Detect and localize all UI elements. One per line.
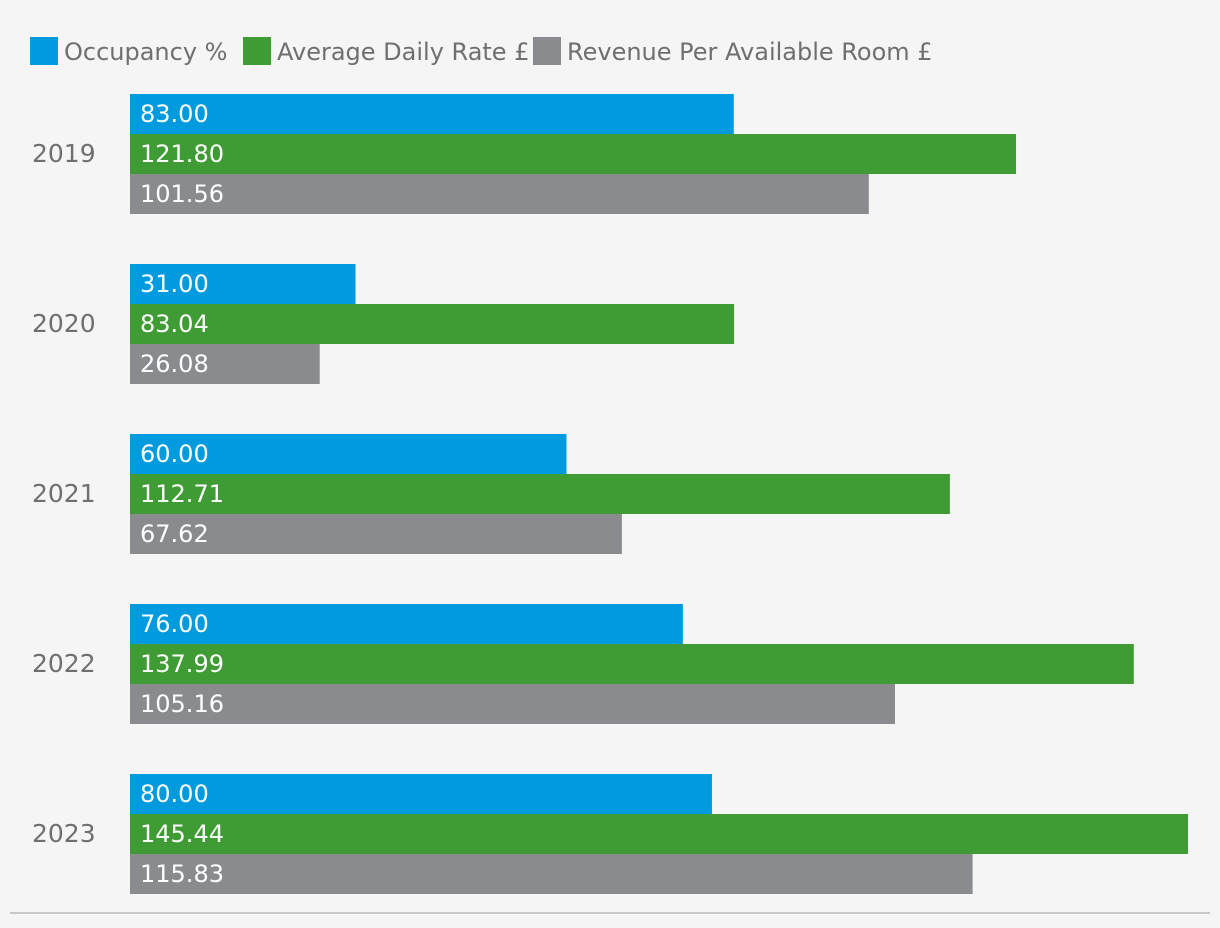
- category-label-2021: 2021: [32, 479, 96, 508]
- bar-average-daily-rate-2019: [130, 134, 1017, 174]
- value-label-revenue-per-available-room-2019: 101.56: [140, 180, 224, 208]
- plot-area: 2019 83.00 121.80 101.56 2020 31.00 83.04 26.08…: [32, 94, 1188, 894]
- value-label-average-daily-rate-2022: 137.99: [140, 650, 224, 678]
- value-label-revenue-per-available-room-2020: 26.08: [140, 350, 209, 378]
- bar-revenue-per-available-room-2020: [130, 344, 320, 384]
- bar-average-daily-rate-2022: [130, 644, 1134, 684]
- legend: Occupancy % Average Daily Rate £ Revenue P…: [30, 37, 933, 66]
- value-label-occupancy-2020: 31.00: [140, 270, 209, 298]
- bar-occupancy-2021: [130, 434, 567, 474]
- legend-swatch-occupancy: [30, 37, 58, 65]
- category-label-2019: 2019: [32, 139, 96, 168]
- legend-swatch-revenue-per-available-room: [533, 37, 561, 65]
- value-label-revenue-per-available-room-2022: 105.16: [140, 690, 224, 718]
- bar-occupancy-2020: [130, 264, 356, 304]
- value-label-average-daily-rate-2023: 145.44: [140, 820, 224, 848]
- category-label-2020: 2020: [32, 309, 96, 338]
- value-label-revenue-per-available-room-2023: 115.83: [140, 860, 224, 888]
- legend-label-average-daily-rate: Average Daily Rate £: [277, 38, 529, 66]
- category-label-2022: 2022: [32, 649, 96, 678]
- bar-revenue-per-available-room-2023: [130, 854, 973, 894]
- value-label-occupancy-2021: 60.00: [140, 440, 209, 468]
- value-label-revenue-per-available-room-2021: 67.62: [140, 520, 209, 548]
- bar-occupancy-2019: [130, 94, 734, 134]
- bar-occupancy-2023: [130, 774, 712, 814]
- category-label-2023: 2023: [32, 819, 96, 848]
- legend-swatch-average-daily-rate: [243, 37, 271, 65]
- bar-occupancy-2022: [130, 604, 683, 644]
- value-label-average-daily-rate-2021: 112.71: [140, 480, 224, 508]
- value-label-occupancy-2023: 80.00: [140, 780, 209, 808]
- legend-label-occupancy: Occupancy %: [64, 38, 227, 66]
- bar-average-daily-rate-2021: [130, 474, 950, 514]
- bar-revenue-per-available-room-2019: [130, 174, 869, 214]
- value-label-average-daily-rate-2020: 83.04: [140, 310, 209, 338]
- bar-average-daily-rate-2023: [130, 814, 1188, 854]
- bar-revenue-per-available-room-2021: [130, 514, 622, 554]
- value-label-occupancy-2019: 83.00: [140, 100, 209, 128]
- bar-revenue-per-available-room-2022: [130, 684, 895, 724]
- legend-label-revenue-per-available-room: Revenue Per Available Room £: [567, 38, 933, 66]
- value-label-occupancy-2022: 76.00: [140, 610, 209, 638]
- value-label-average-daily-rate-2019: 121.80: [140, 140, 224, 168]
- bar-average-daily-rate-2020: [130, 304, 735, 344]
